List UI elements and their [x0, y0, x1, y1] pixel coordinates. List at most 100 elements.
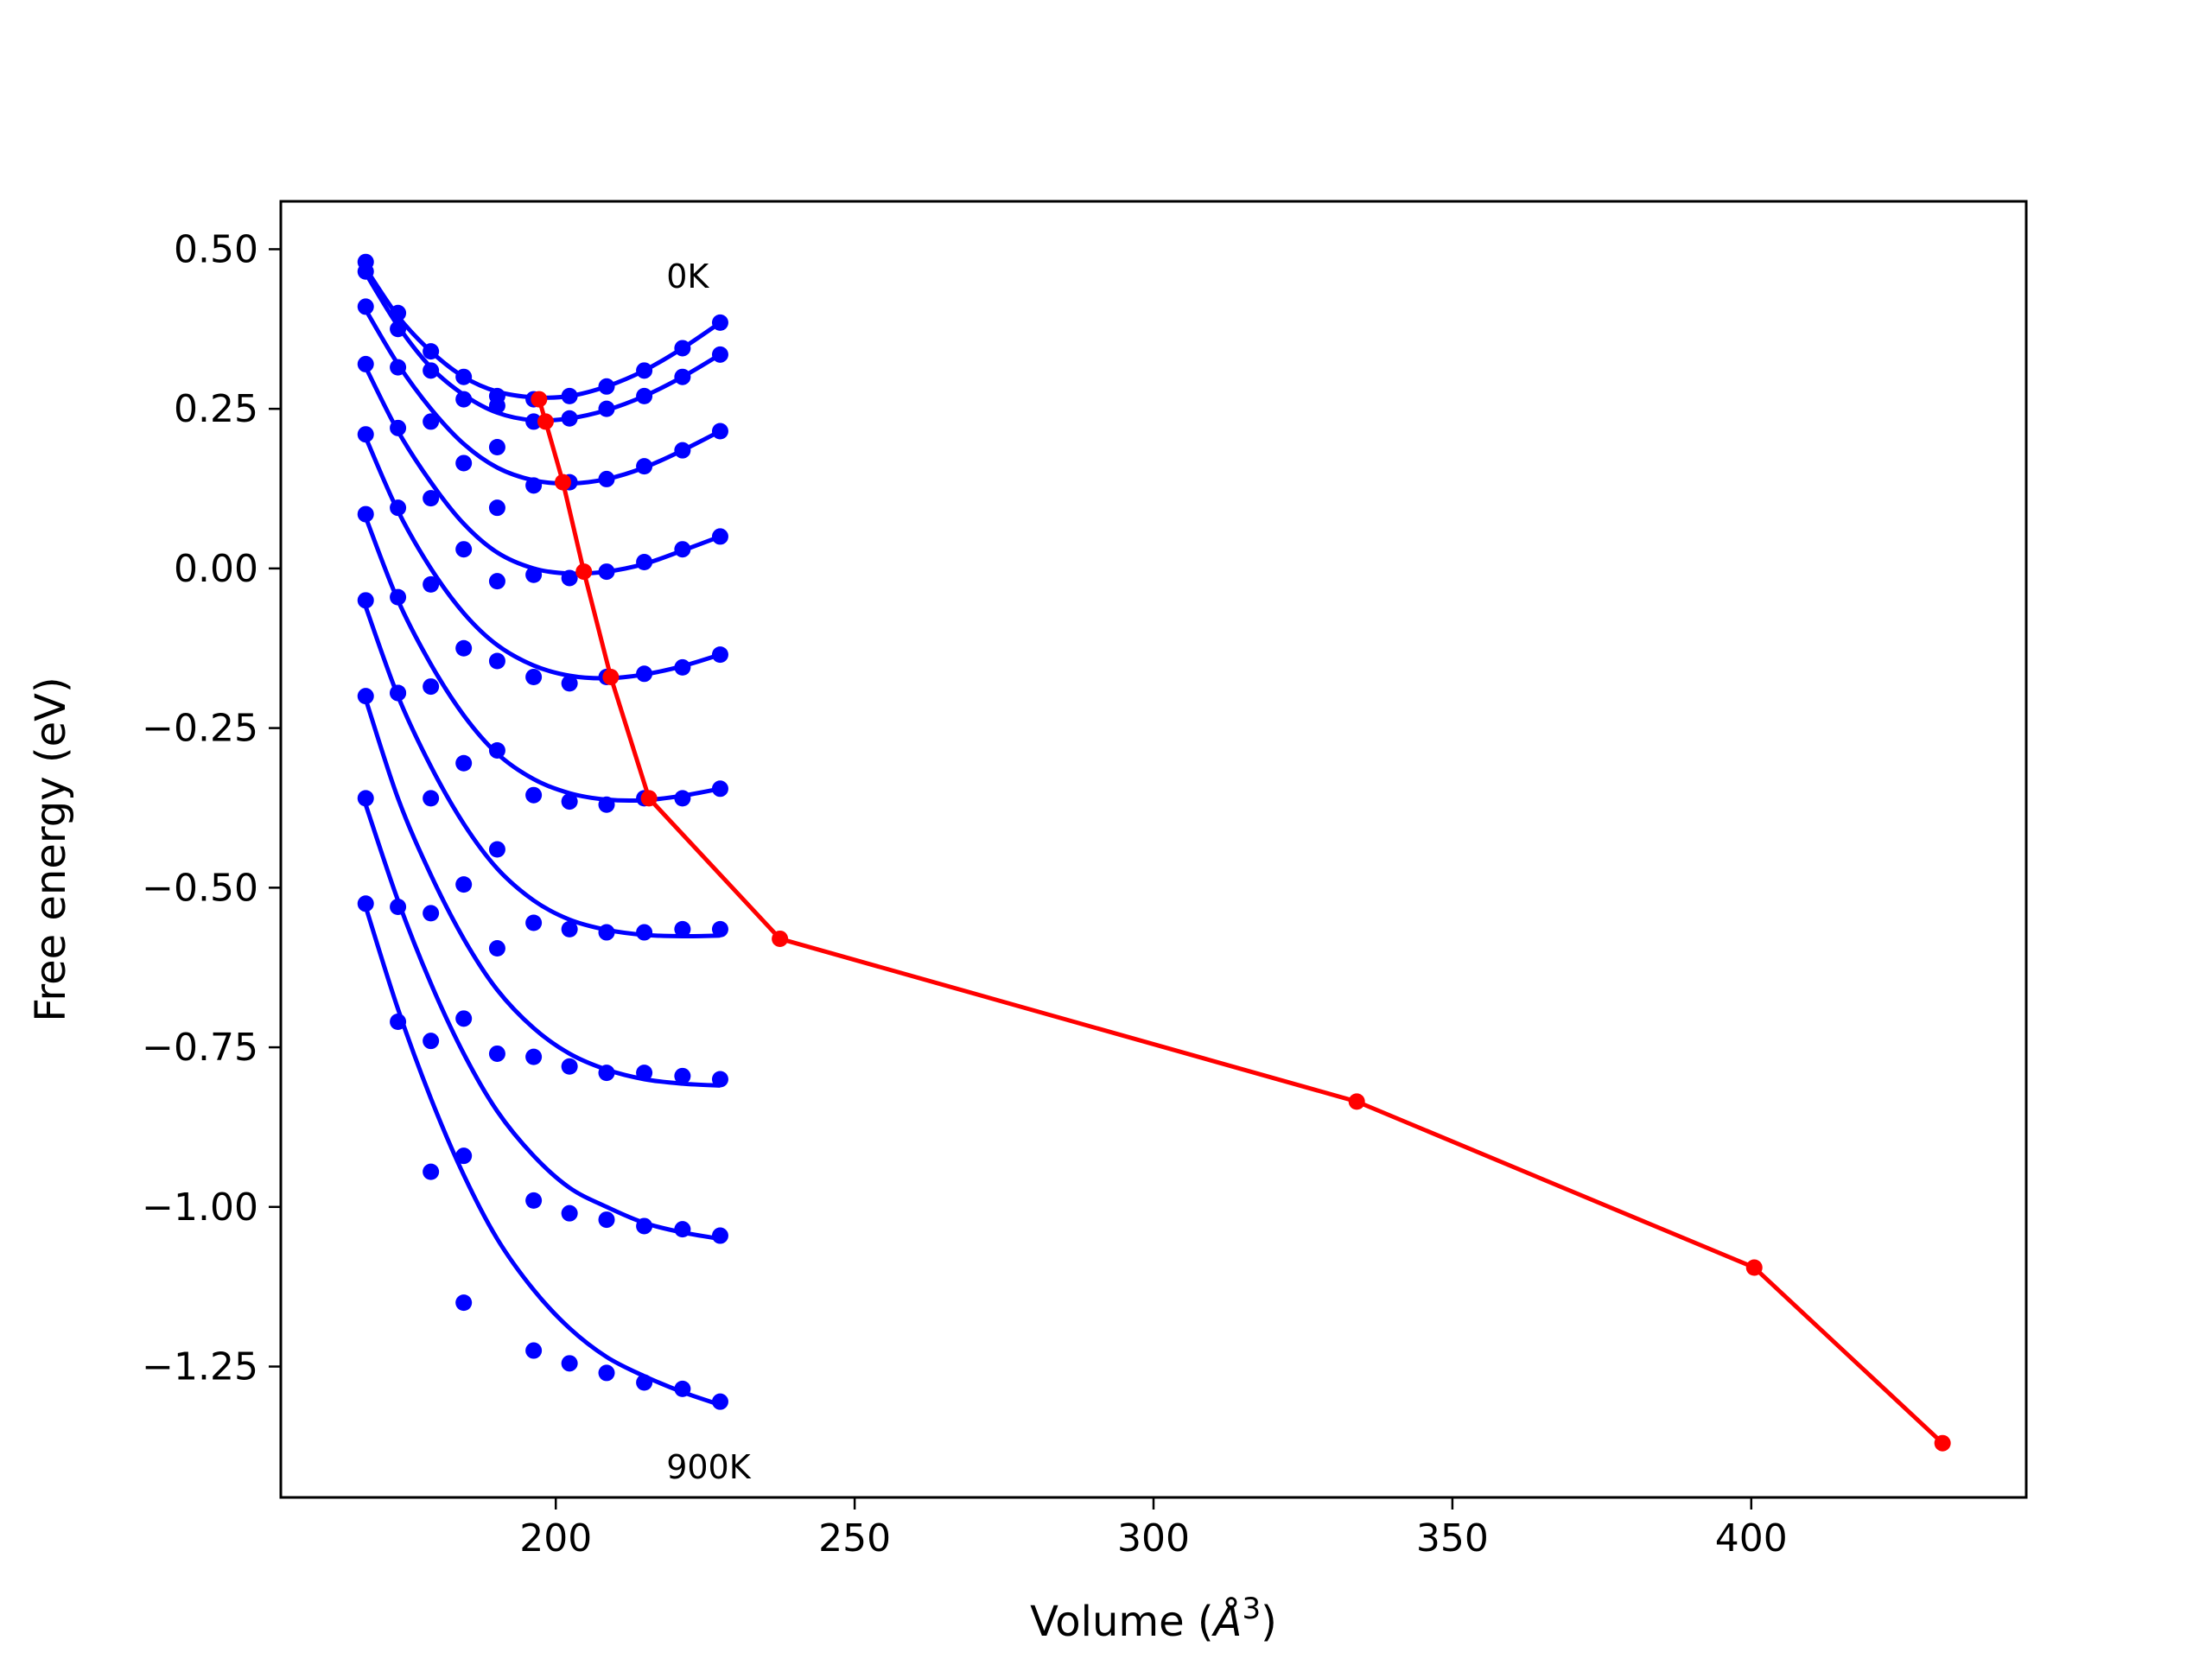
isotherm-3-point-2	[423, 490, 440, 507]
isotherm-3	[357, 355, 728, 587]
isotherm-8-point-2	[423, 1033, 440, 1050]
isotherm-7-point-9	[674, 1067, 691, 1084]
y-axis-label: Free energy (eV)	[27, 677, 75, 1021]
isotherm-7-point-8	[636, 1065, 653, 1082]
minimum-curve-point-9	[1934, 1434, 1951, 1452]
isotherm-3-point-6	[561, 569, 578, 587]
isotherm-9-point-6	[561, 1355, 578, 1372]
isotherm-6-point-8	[636, 924, 653, 941]
isotherm-3-point-5	[525, 566, 543, 583]
isotherm-4-point-0	[357, 426, 374, 443]
isotherm-1-point-2	[423, 362, 440, 379]
isotherm-2-point-5	[525, 477, 543, 494]
isotherm-1-point-6	[561, 410, 578, 427]
isotherm-6-fit-line	[363, 606, 721, 939]
isotherm-9-point-8	[636, 1374, 653, 1391]
isotherm-8-point-5	[525, 1192, 543, 1209]
y-tick-label-3: −0.25	[142, 707, 258, 751]
isotherm-0-point-10	[711, 314, 728, 331]
x-tick-label-200: 200	[519, 1516, 592, 1560]
isotherm-9-point-1	[390, 684, 407, 702]
axis-ticks: 200 250 300 350 400 0.50 0.25 0.00 −0.25 −0.50 −0.…	[142, 227, 1788, 1560]
isotherm-5-point-10	[711, 780, 728, 798]
isotherm-5-point-2	[423, 678, 440, 696]
isotherm-6-point-4	[488, 741, 505, 759]
isotherm-4	[357, 426, 728, 692]
isotherm-2-point-0	[357, 298, 374, 315]
isotherm-9	[357, 684, 728, 1410]
isotherm-4-point-6	[561, 675, 578, 692]
isotherm-3-point-7	[598, 563, 615, 581]
isotherm-6-point-5	[525, 914, 543, 931]
isotherm-8-point-4	[488, 940, 505, 957]
isotherm-2-point-9	[674, 442, 691, 459]
isotherm-7-point-5	[525, 1048, 543, 1065]
isotherm-7-point-4	[488, 841, 505, 858]
plot-area	[357, 253, 1951, 1452]
isotherm-6-point-3	[455, 876, 473, 893]
y-tick-label-6: −1.00	[142, 1185, 258, 1230]
isotherm-0-point-2	[423, 343, 440, 360]
x-tick-label-400: 400	[1715, 1516, 1788, 1560]
isotherm-2-point-3	[455, 454, 473, 472]
isotherm-2-point-1	[390, 359, 407, 376]
isotherm-4-point-1	[390, 499, 407, 517]
x-tick-label-300: 300	[1117, 1516, 1190, 1560]
x-tick-label-350: 350	[1416, 1516, 1489, 1560]
isotherm-3-point-8	[636, 553, 653, 570]
isotherm-4-point-8	[636, 665, 653, 683]
isotherm-2-point-10	[711, 423, 728, 440]
y-tick-label-4: −0.50	[142, 866, 258, 910]
isotherm-5-point-1	[390, 588, 407, 606]
isotherm-1-point-5	[525, 413, 543, 430]
isotherm-9-point-2	[423, 1163, 440, 1180]
isotherm-5-point-7	[598, 796, 615, 813]
isotherm-9-point-3	[455, 1294, 473, 1312]
isotherm-0-point-7	[598, 378, 615, 395]
isotherm-5-point-3	[455, 754, 473, 772]
isotherm-1-point-8	[636, 387, 653, 404]
isotherm-1-point-3	[455, 391, 473, 408]
isotherm-7-fit-line	[363, 698, 721, 1088]
isotherm-5-fit-line	[363, 516, 721, 804]
isotherm-8-point-6	[561, 1205, 578, 1222]
isotherm-9-fit-line	[363, 906, 721, 1408]
isotherm-8-point-7	[598, 1211, 615, 1229]
isotherm-6-point-9	[674, 920, 691, 938]
isotherm-9-point-0	[357, 895, 374, 912]
isotherm-4-point-2	[423, 575, 440, 593]
isotherm-1-point-0	[357, 263, 374, 280]
isotherm-1-point-10	[711, 346, 728, 363]
isotherm-9-point-9	[674, 1380, 691, 1397]
isotherm-1-point-7	[598, 400, 615, 417]
isotherm-6-point-10	[711, 920, 728, 938]
isotherm-3-point-10	[711, 528, 728, 545]
isotherm-9-point-5	[525, 1342, 543, 1359]
isotherm-4-point-5	[525, 668, 543, 685]
isotherm-6-point-6	[561, 920, 578, 938]
minimum-curve-point-0	[531, 391, 548, 408]
x-axis-label-unit: Å	[1211, 1597, 1243, 1646]
isotherm-4-point-4	[488, 573, 505, 590]
isotherm-4-point-9	[674, 658, 691, 676]
isotherm-8-point-10	[711, 1227, 728, 1244]
minimum-curve-point-7	[1348, 1093, 1365, 1110]
isotherm-6	[357, 592, 728, 941]
isotherm-2-point-8	[636, 458, 653, 475]
annotation-0k: 0K	[666, 257, 709, 296]
isotherm-2	[357, 298, 728, 494]
minimum-energy-curve	[531, 391, 1951, 1452]
isotherm-1	[357, 263, 728, 430]
x-tick-label-250: 250	[818, 1516, 891, 1560]
isotherm-8	[357, 790, 728, 1244]
isotherm-7-point-2	[423, 905, 440, 922]
isotherm-2-point-2	[423, 413, 440, 430]
x-axis-label: Volume (Å3)	[1030, 1592, 1277, 1646]
isotherm-8-fit-line	[363, 804, 721, 1242]
x-axis-label-prefix: Volume (	[1030, 1598, 1214, 1646]
minimum-curve-line	[537, 398, 1944, 1446]
isotherm-6-point-7	[598, 924, 615, 941]
isotherm-5-point-4	[488, 652, 505, 670]
isotherm-7-point-3	[455, 1010, 473, 1027]
